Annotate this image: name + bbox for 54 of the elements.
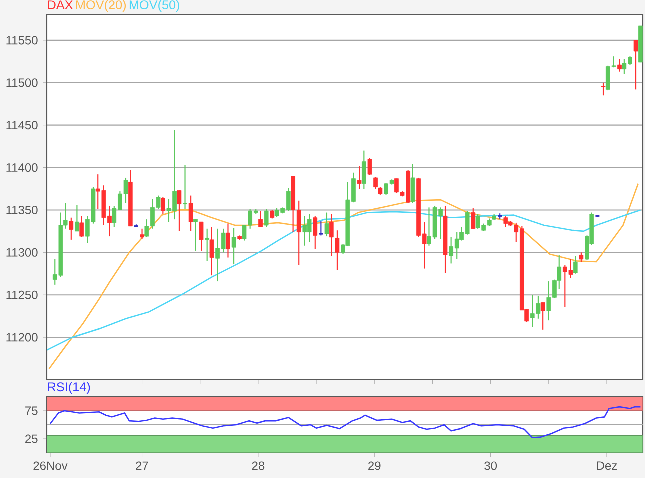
x-tick-label: 28 [252, 462, 265, 470]
candlestick [410, 164, 416, 204]
x-tick-label: 26Nov [34, 462, 68, 470]
candlestick [205, 228, 210, 262]
candlestick [183, 164, 188, 210]
y-tick-label: 11250 [6, 290, 38, 300]
candlestick [75, 204, 80, 232]
text: MOV(50) [130, 0, 180, 12]
candlestick [210, 226, 214, 276]
candlestick [634, 40, 638, 90]
candlestick [601, 82, 606, 96]
y-tick-label: 11400 [6, 164, 38, 172]
line-series [50, 406, 642, 439]
candlestick [232, 228, 236, 266]
candlestick [329, 214, 334, 257]
candlestick [264, 208, 269, 228]
text: MOV(20) [76, 0, 126, 12]
x-tick-label: 29 [368, 462, 381, 470]
candlestick [579, 252, 584, 263]
candlestick [199, 222, 204, 252]
y-tick-label: 11350 [6, 206, 38, 214]
candlestick [368, 158, 372, 176]
y-tick-label: 75 [26, 406, 38, 416]
candlestick [573, 256, 578, 274]
candlestick [161, 196, 166, 216]
y-tick-label: 11550 [6, 36, 38, 45]
series-label: RSI(14) [48, 382, 90, 394]
y-tick-label: 11500 [6, 78, 38, 88]
line-series [47, 210, 642, 351]
y-tick-label: 11300 [6, 248, 38, 257]
candlestick [69, 217, 74, 240]
candlestick [318, 220, 324, 236]
candlestick [177, 190, 182, 232]
candlestick [362, 150, 366, 190]
candlestick [618, 58, 622, 72]
y-tick-label: 25 [26, 434, 38, 444]
x-tick-label: 27 [136, 462, 148, 470]
candlestick [357, 166, 362, 190]
candlestick [226, 223, 230, 258]
x-tick-label: Dez [597, 462, 618, 470]
candlestick [313, 216, 318, 250]
candlestick [471, 208, 476, 230]
candlestick [80, 216, 84, 238]
candlestick [194, 219, 198, 252]
candlestick [140, 228, 144, 240]
candlestick [324, 212, 330, 238]
y-tick-label: 11450 [6, 121, 38, 130]
y-tick-label: 11200 [6, 333, 38, 342]
text: DAX [48, 0, 74, 10]
candlestick [540, 302, 546, 330]
candlestick [335, 230, 340, 272]
candlestick [188, 195, 194, 232]
candlestick [258, 210, 263, 228]
x-tick-label: 30 [484, 462, 498, 470]
